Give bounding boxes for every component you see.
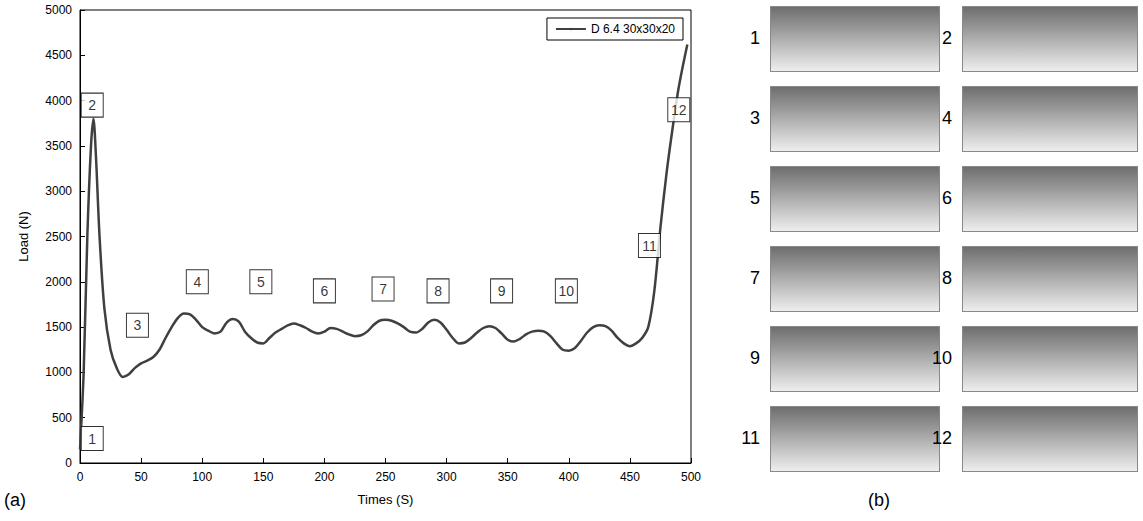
svg-text:1000: 1000 xyxy=(45,365,72,379)
html-text:4: 4 xyxy=(942,108,952,128)
svg-text:450: 450 xyxy=(620,470,640,484)
svg-text:50: 50 xyxy=(134,470,148,484)
svg-text:7: 7 xyxy=(379,281,387,297)
svg-text:500: 500 xyxy=(52,411,72,425)
svg-text:Load (N): Load (N) xyxy=(16,211,31,262)
svg-text:2000: 2000 xyxy=(45,275,72,289)
svg-text:8: 8 xyxy=(434,283,442,299)
svg-text:5: 5 xyxy=(257,274,265,290)
svg-text:1500: 1500 xyxy=(45,320,72,334)
svg-text:12: 12 xyxy=(671,102,687,118)
svg-text:10: 10 xyxy=(559,283,575,299)
svg-text:6: 6 xyxy=(321,283,329,299)
html-text:10: 10 xyxy=(932,348,952,368)
svg-text:D 6.4 30x30x20: D 6.4 30x30x20 xyxy=(591,22,675,36)
html-text:12: 12 xyxy=(932,428,952,448)
html-text:7: 7 xyxy=(750,268,760,288)
svg-text:Times (S): Times (S) xyxy=(358,492,414,507)
html-text:2: 2 xyxy=(942,28,952,48)
svg-text:3000: 3000 xyxy=(45,184,72,198)
html-text:11: 11 xyxy=(741,428,760,448)
html-text:6: 6 xyxy=(942,188,952,208)
svg-text:500: 500 xyxy=(681,470,701,484)
html-text:(b): (b) xyxy=(868,490,890,510)
svg-text:250: 250 xyxy=(375,470,395,484)
svg-text:350: 350 xyxy=(498,470,518,484)
svg-text:5000: 5000 xyxy=(45,3,72,17)
svg-text:3500: 3500 xyxy=(45,139,72,153)
html-text:5: 5 xyxy=(750,188,760,208)
svg-text:300: 300 xyxy=(437,470,457,484)
svg-text:4500: 4500 xyxy=(45,48,72,62)
svg-text:11: 11 xyxy=(642,238,657,254)
html-text:8: 8 xyxy=(942,268,952,288)
html-text:9: 9 xyxy=(750,348,760,368)
svg-text:4: 4 xyxy=(193,274,201,290)
svg-text:2500: 2500 xyxy=(45,230,72,244)
svg-text:2: 2 xyxy=(88,97,96,113)
svg-text:0: 0 xyxy=(65,456,72,470)
svg-text:100: 100 xyxy=(192,470,212,484)
html-text:3: 3 xyxy=(750,108,760,128)
svg-text:9: 9 xyxy=(498,283,506,299)
svg-text:150: 150 xyxy=(253,470,273,484)
svg-text:400: 400 xyxy=(559,470,579,484)
svg-text:1: 1 xyxy=(88,431,96,447)
svg-text:3: 3 xyxy=(134,317,142,333)
html-text:1: 1 xyxy=(750,28,760,48)
svg-text:200: 200 xyxy=(314,470,334,484)
svg-text:0: 0 xyxy=(77,470,84,484)
html-text:(a): (a) xyxy=(4,490,26,510)
svg-text:4000: 4000 xyxy=(45,94,72,108)
